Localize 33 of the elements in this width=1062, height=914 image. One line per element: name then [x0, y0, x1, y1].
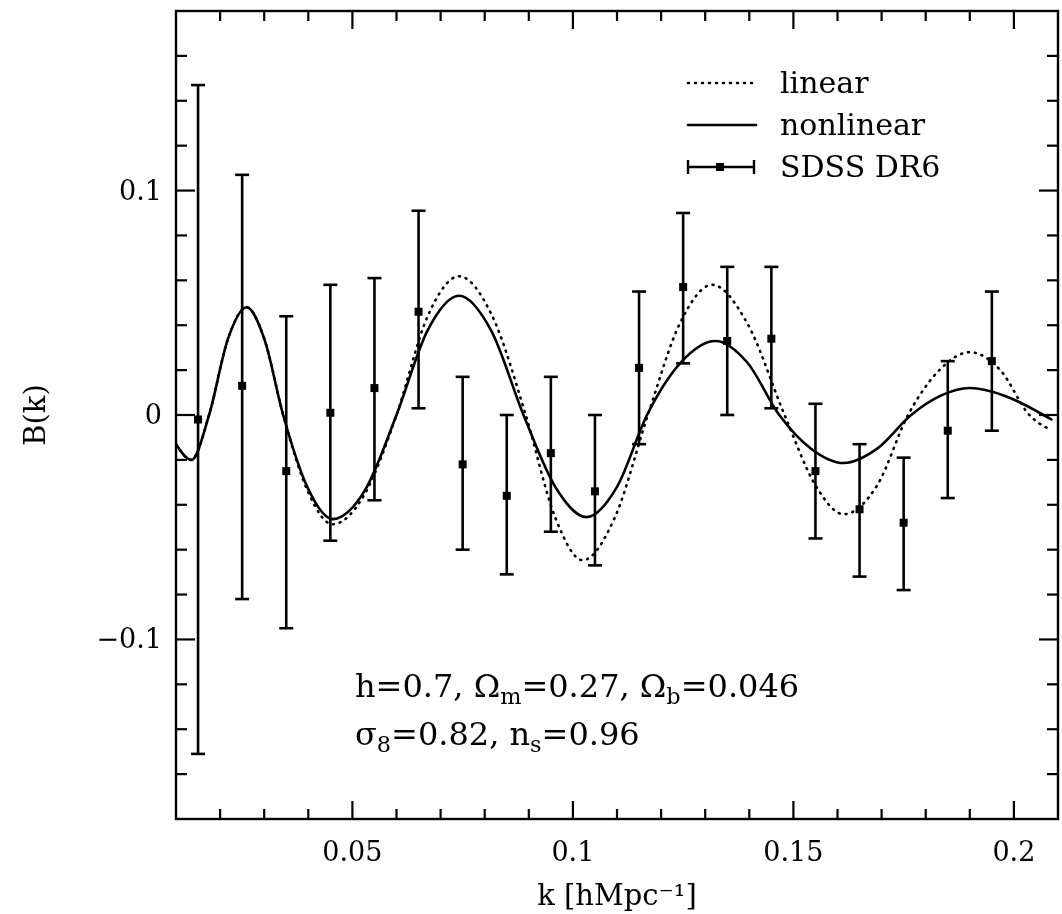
x-tick-label: 0.1: [551, 836, 595, 867]
y-tick-label: −0.1: [96, 623, 162, 655]
point: [238, 381, 247, 390]
point: [326, 408, 335, 417]
point: [855, 505, 864, 514]
legend-label: nonlinear: [780, 107, 926, 142]
point: [458, 460, 467, 469]
point: [767, 334, 776, 343]
annotation: σ$_{8}$=0.82, n$_{s}$=0.96: [355, 715, 640, 757]
point: [282, 467, 291, 476]
point: [899, 518, 908, 527]
y-tick-label: 0: [144, 399, 162, 430]
legend-label: SDSS DR6: [780, 149, 941, 184]
y-axis-title: B(k): [18, 384, 52, 446]
x-tick-label: 0.15: [763, 836, 824, 867]
point: [194, 415, 203, 424]
point: [546, 449, 555, 458]
x-tick-label: 0.05: [322, 836, 383, 867]
point: [635, 363, 644, 372]
point: [370, 384, 379, 393]
point: [723, 336, 732, 345]
y-tick-label: 0.1: [119, 174, 162, 206]
x-axis-title: k [hMpc⁻¹]: [537, 878, 697, 912]
x-tick-label: 0.2: [992, 836, 1036, 867]
point: [590, 487, 599, 496]
point: [414, 307, 423, 316]
annotation: h=0.7, Ω$_{m}$=0.27, Ω$_{b}$=0.046: [355, 667, 800, 709]
point: [502, 491, 511, 500]
point: [679, 283, 688, 292]
point: [943, 426, 952, 435]
point: [811, 467, 820, 476]
legend-label: linear: [780, 65, 870, 100]
point: [987, 357, 996, 366]
